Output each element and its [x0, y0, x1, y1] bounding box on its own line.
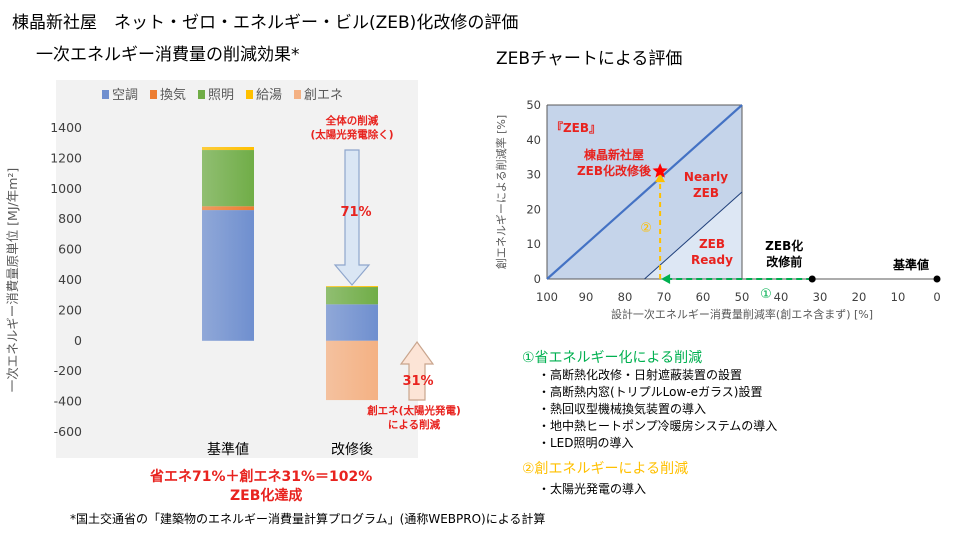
legend-entry: 給湯 — [256, 88, 282, 103]
before-renovation-label: 改修前 — [766, 254, 802, 269]
bar-segment — [202, 206, 254, 211]
y-tick-label: 800 — [58, 211, 82, 226]
y-tick-label: 0 — [534, 272, 541, 286]
energy-reduction-title: 一次エネルギー消費量の削減効果* — [36, 45, 300, 65]
baseline-point — [933, 275, 941, 283]
y-tick-label: 10 — [526, 237, 541, 251]
x-category-label: 改修後 — [331, 442, 373, 458]
y-tick-label: 400 — [58, 272, 82, 287]
y-tick-label: 600 — [58, 242, 82, 257]
arrow1-value: 71% — [340, 205, 371, 220]
region-label-zeb-ready: ZEB — [699, 237, 725, 251]
before-renovation-point — [808, 275, 816, 283]
x-tick-label: 80 — [618, 290, 633, 304]
after-renovation-point — [652, 163, 668, 178]
before-renovation-label: ZEB化 — [765, 238, 803, 253]
region-label-zeb: 『ZEB』 — [551, 120, 601, 135]
summary-line-1: 省エネ71%＋創エネ31%＝102% — [150, 469, 373, 485]
zeb-chart: 100 90 80 70 60 50 40 30 20 10 050403020100設計一次エネル… — [494, 98, 941, 321]
bar-segment — [326, 304, 378, 341]
zeb-boundary-line — [546, 104, 743, 280]
after-renovation-label: 棟晶新社屋 — [584, 147, 644, 162]
y-axis-label: 一次エネルギー消費量原単位 [MJ/年m²] — [5, 168, 20, 393]
arrow1-title-line: 全体の削減 — [325, 114, 379, 127]
x-tick-label: 60 — [696, 290, 711, 304]
arrow2-value: 31% — [402, 374, 433, 389]
section1-item: ・LED照明の導入 — [538, 436, 634, 450]
y-tick-label: -600 — [54, 424, 82, 439]
legend-swatch — [294, 90, 301, 99]
y-tick-label: 50 — [526, 98, 541, 112]
zeb-chart-title: ZEBチャートによる評価 — [496, 49, 683, 69]
section1-item: ・地中熱ヒートポンプ冷暖房システムの導入 — [538, 419, 778, 433]
stacked-bar-chart-panel: 空調 換気 照明 給湯 創エネ 1400 1200 1000 800 600 400 200 0 -200… — [5, 80, 461, 458]
section2-title: ②創エネルギーによる削減 — [522, 461, 689, 477]
step2-marker: ② — [640, 221, 652, 236]
arrow2-title-line: による削減 — [388, 418, 441, 431]
baseline-label: 基準値 — [892, 257, 929, 272]
arrow1-title-line: (太陽光発電除く) — [310, 128, 393, 141]
legend-swatch — [246, 90, 253, 99]
reduction-arrow-down — [333, 149, 371, 286]
x-category-label: 基準値 — [207, 441, 249, 458]
legend-swatch — [102, 90, 109, 99]
x-axis-label: 設計一次エネルギー消費量削減率(創エネ含まず) [%] — [611, 307, 873, 321]
bar-segment — [326, 286, 378, 305]
section1-item: ・高断熱内窓(トリプルLow-eガラス)設置 — [538, 385, 763, 399]
x-tick-label: 30 — [813, 290, 828, 304]
x-tick-label: 40 — [774, 290, 789, 304]
x-tick-label: 0 — [933, 290, 940, 304]
region-label-nearly-zeb: Nearly — [684, 170, 728, 184]
footnote: *国土交通省の「建築物のエネルギー消費量計算プログラム」(通称WEBPRO)によ… — [70, 512, 546, 526]
arrow2-title-line: 創エネ(太陽光発電) — [366, 404, 461, 417]
bar-segment — [202, 150, 254, 207]
creation-arrow-up — [399, 340, 435, 401]
bar-segment — [202, 147, 254, 151]
legend-entry: 創エネ — [304, 88, 343, 103]
region-label-nearly-zeb: ZEB — [693, 186, 719, 200]
y-axis-label: 創エネルギーによる削減率 [%] — [494, 115, 508, 269]
nearly-zeb-boundary-line — [644, 191, 743, 280]
step1-arrowhead — [661, 274, 671, 284]
y-tick-label: 30 — [526, 168, 541, 182]
bar-segment — [326, 340, 378, 401]
x-tick-label: 50 — [735, 290, 750, 304]
legend-entry: 空調 — [112, 88, 138, 103]
legend-swatch — [198, 90, 205, 99]
step1-marker: ① — [760, 287, 772, 302]
y-tick-label: 40 — [526, 133, 541, 147]
legend-entry: 照明 — [208, 88, 234, 103]
y-tick-label: 1000 — [50, 181, 82, 196]
summary-line-2: ZEB化達成 — [230, 488, 303, 504]
y-tick-label: 1200 — [50, 150, 82, 165]
y-tick-label: -400 — [54, 394, 82, 409]
stacked-bar-chart: 空調 換気 照明 給湯 創エネ 1400 1200 1000 800 600 400 200 0 -200… — [5, 87, 461, 458]
section1-item: ・熱回収型機械換気装置の導入 — [538, 402, 707, 416]
x-tick-label: 100 — [536, 290, 558, 304]
y-tick-label: -200 — [54, 363, 82, 378]
y-tick-label: 20 — [526, 202, 541, 216]
bar-segment — [202, 210, 254, 341]
page-title: 棟晶新社屋 ネット・ゼロ・エネルギー・ビル(ZEB)化改修の評価 — [12, 13, 519, 33]
section1-title: ①省エネルギー化による削減 — [522, 350, 703, 366]
bar-segment — [326, 286, 378, 288]
y-tick-label: 1400 — [50, 120, 82, 135]
step2-arrowhead — [655, 173, 666, 183]
x-tick-label: 70 — [657, 290, 672, 304]
y-tick-label: 200 — [58, 302, 82, 317]
region-label-zeb-ready: Ready — [691, 253, 733, 267]
x-tick-label: 10 — [891, 290, 906, 304]
section1-item: ・高断熱化改修・日射遮蔽装置の設置 — [538, 368, 743, 382]
x-tick-label: 90 — [579, 290, 594, 304]
legend-entry: 換気 — [160, 87, 186, 103]
section2-item: ・太陽光発電の導入 — [538, 482, 647, 496]
x-tick-label: 20 — [852, 290, 867, 304]
y-tick-label: 0 — [74, 333, 82, 348]
legend-swatch — [150, 90, 157, 99]
after-renovation-label: ZEB化改修後 — [577, 163, 652, 178]
